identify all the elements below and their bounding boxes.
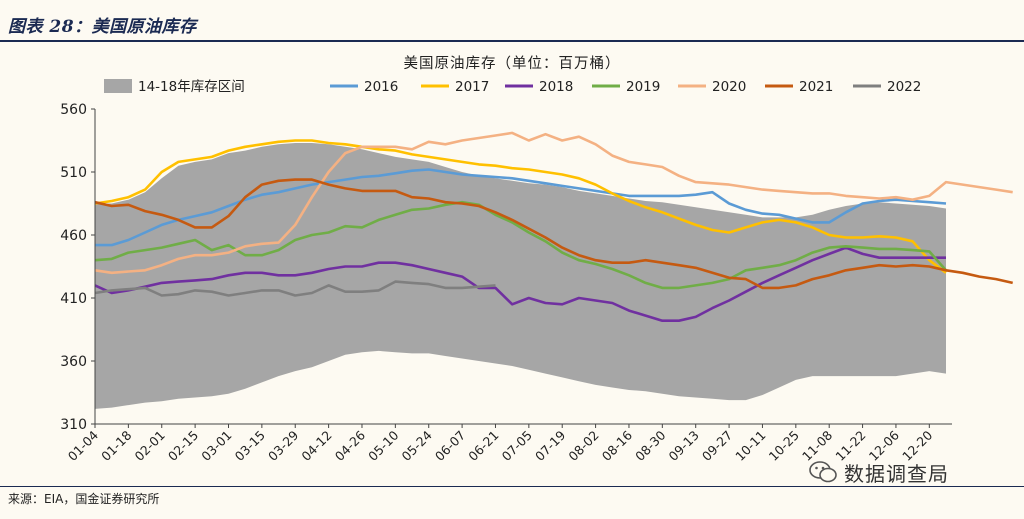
legend-label-2016: 2016 [364, 79, 398, 95]
chart-legend: 14-18年库存区间 2016 2017 2018 2019 2020 2021 2022 [104, 79, 921, 95]
x-tick-label: 06-21 [465, 428, 501, 464]
legend-label-2020: 2020 [712, 79, 746, 95]
range-band-14-18 [95, 143, 946, 409]
x-tick-label: 08-16 [599, 427, 635, 463]
watermark-text: 数据调查局 [844, 461, 949, 486]
x-tick-label: 03-01 [198, 428, 234, 464]
series-line-2016 [95, 168, 947, 247]
x-tick-label: 03-15 [232, 428, 268, 464]
x-tick-label: 05-10 [365, 427, 401, 463]
x-tick-label: 03-29 [265, 427, 301, 463]
legend-label-2018: 2018 [539, 79, 573, 95]
x-tick-label: 04-12 [298, 428, 334, 464]
band-layer [95, 143, 946, 409]
wechat-icon [809, 461, 837, 483]
x-tick-label: 09-13 [666, 428, 702, 464]
header-rule [0, 40, 1024, 42]
x-tick-label: 07-19 [532, 427, 568, 463]
x-tick-label: 08-30 [632, 427, 668, 463]
x-tick-label: 07-05 [499, 428, 535, 464]
figure-header: 图表 28：美国原油库存 [0, 0, 1024, 44]
y-tick-label: 310 [60, 417, 87, 433]
series-line-2021 [94, 178, 1013, 290]
x-tick-label: 10-25 [766, 428, 802, 464]
series-line-2017 [94, 139, 947, 274]
x-tick-label: 05-24 [399, 427, 435, 463]
crude-inventory-chart: 美国原油库存（单位：百万桶） 14-18年库存区间 2016 2017 2018 201… [60, 55, 1013, 464]
y-tick-label: 360 [60, 354, 87, 370]
x-tick-label: 10-11 [732, 428, 768, 464]
legend-label-2019: 2019 [626, 79, 660, 95]
series-line-2018 [94, 246, 946, 323]
series-line-2022 [94, 280, 496, 297]
source-note: 来源：EIA，国金证券研究所 [8, 492, 160, 506]
x-tick-label: 06-07 [432, 428, 468, 464]
x-tick-label: 02-01 [132, 428, 168, 464]
figure-title: 图表 28：美国原油库存 [8, 17, 197, 37]
y-tick-label: 510 [60, 165, 87, 181]
legend-label-band: 14-18年库存区间 [138, 79, 245, 95]
footer-rule [0, 486, 1024, 487]
y-tick-label: 560 [60, 102, 87, 118]
legend-label-2022: 2022 [887, 79, 921, 95]
y-tick-label: 460 [60, 228, 87, 244]
x-tick-label: 09-27 [699, 428, 735, 464]
series-layer [94, 131, 1013, 323]
chart-title: 美国原油库存（单位：百万桶） [404, 55, 621, 72]
legend-label-2021: 2021 [799, 79, 833, 95]
series-line-2020 [94, 131, 1013, 275]
legend-swatch-band [104, 79, 132, 93]
x-tick-label: 01-18 [98, 427, 134, 463]
x-tick-label: 02-15 [165, 428, 201, 464]
legend-label-2017: 2017 [455, 79, 489, 95]
x-tick-label: 08-02 [565, 428, 601, 464]
y-tick-label: 410 [60, 291, 87, 307]
x-tick-label: 04-26 [332, 427, 368, 463]
watermark: 数据调查局 [808, 456, 949, 488]
